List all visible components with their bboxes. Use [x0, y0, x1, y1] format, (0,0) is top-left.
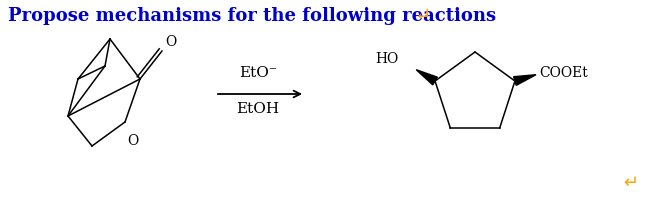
Text: EtO⁻: EtO⁻: [239, 66, 277, 80]
Text: HO: HO: [375, 52, 398, 66]
Text: ↵: ↵: [623, 174, 638, 192]
Polygon shape: [513, 75, 536, 85]
Polygon shape: [416, 70, 438, 85]
Text: EtOH: EtOH: [237, 102, 279, 116]
Text: ↵: ↵: [415, 7, 432, 25]
Text: O: O: [128, 134, 139, 148]
Text: COOEt: COOEt: [539, 66, 588, 80]
Text: Propose mechanisms for the following reactions: Propose mechanisms for the following rea…: [8, 7, 496, 25]
Text: O: O: [165, 35, 176, 49]
